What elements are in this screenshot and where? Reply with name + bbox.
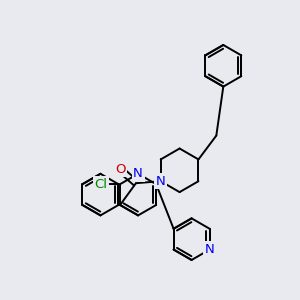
Text: N: N bbox=[156, 175, 166, 188]
Text: N: N bbox=[133, 167, 143, 180]
Text: O: O bbox=[115, 163, 125, 176]
Text: Cl: Cl bbox=[94, 178, 107, 191]
Text: N: N bbox=[205, 243, 214, 256]
